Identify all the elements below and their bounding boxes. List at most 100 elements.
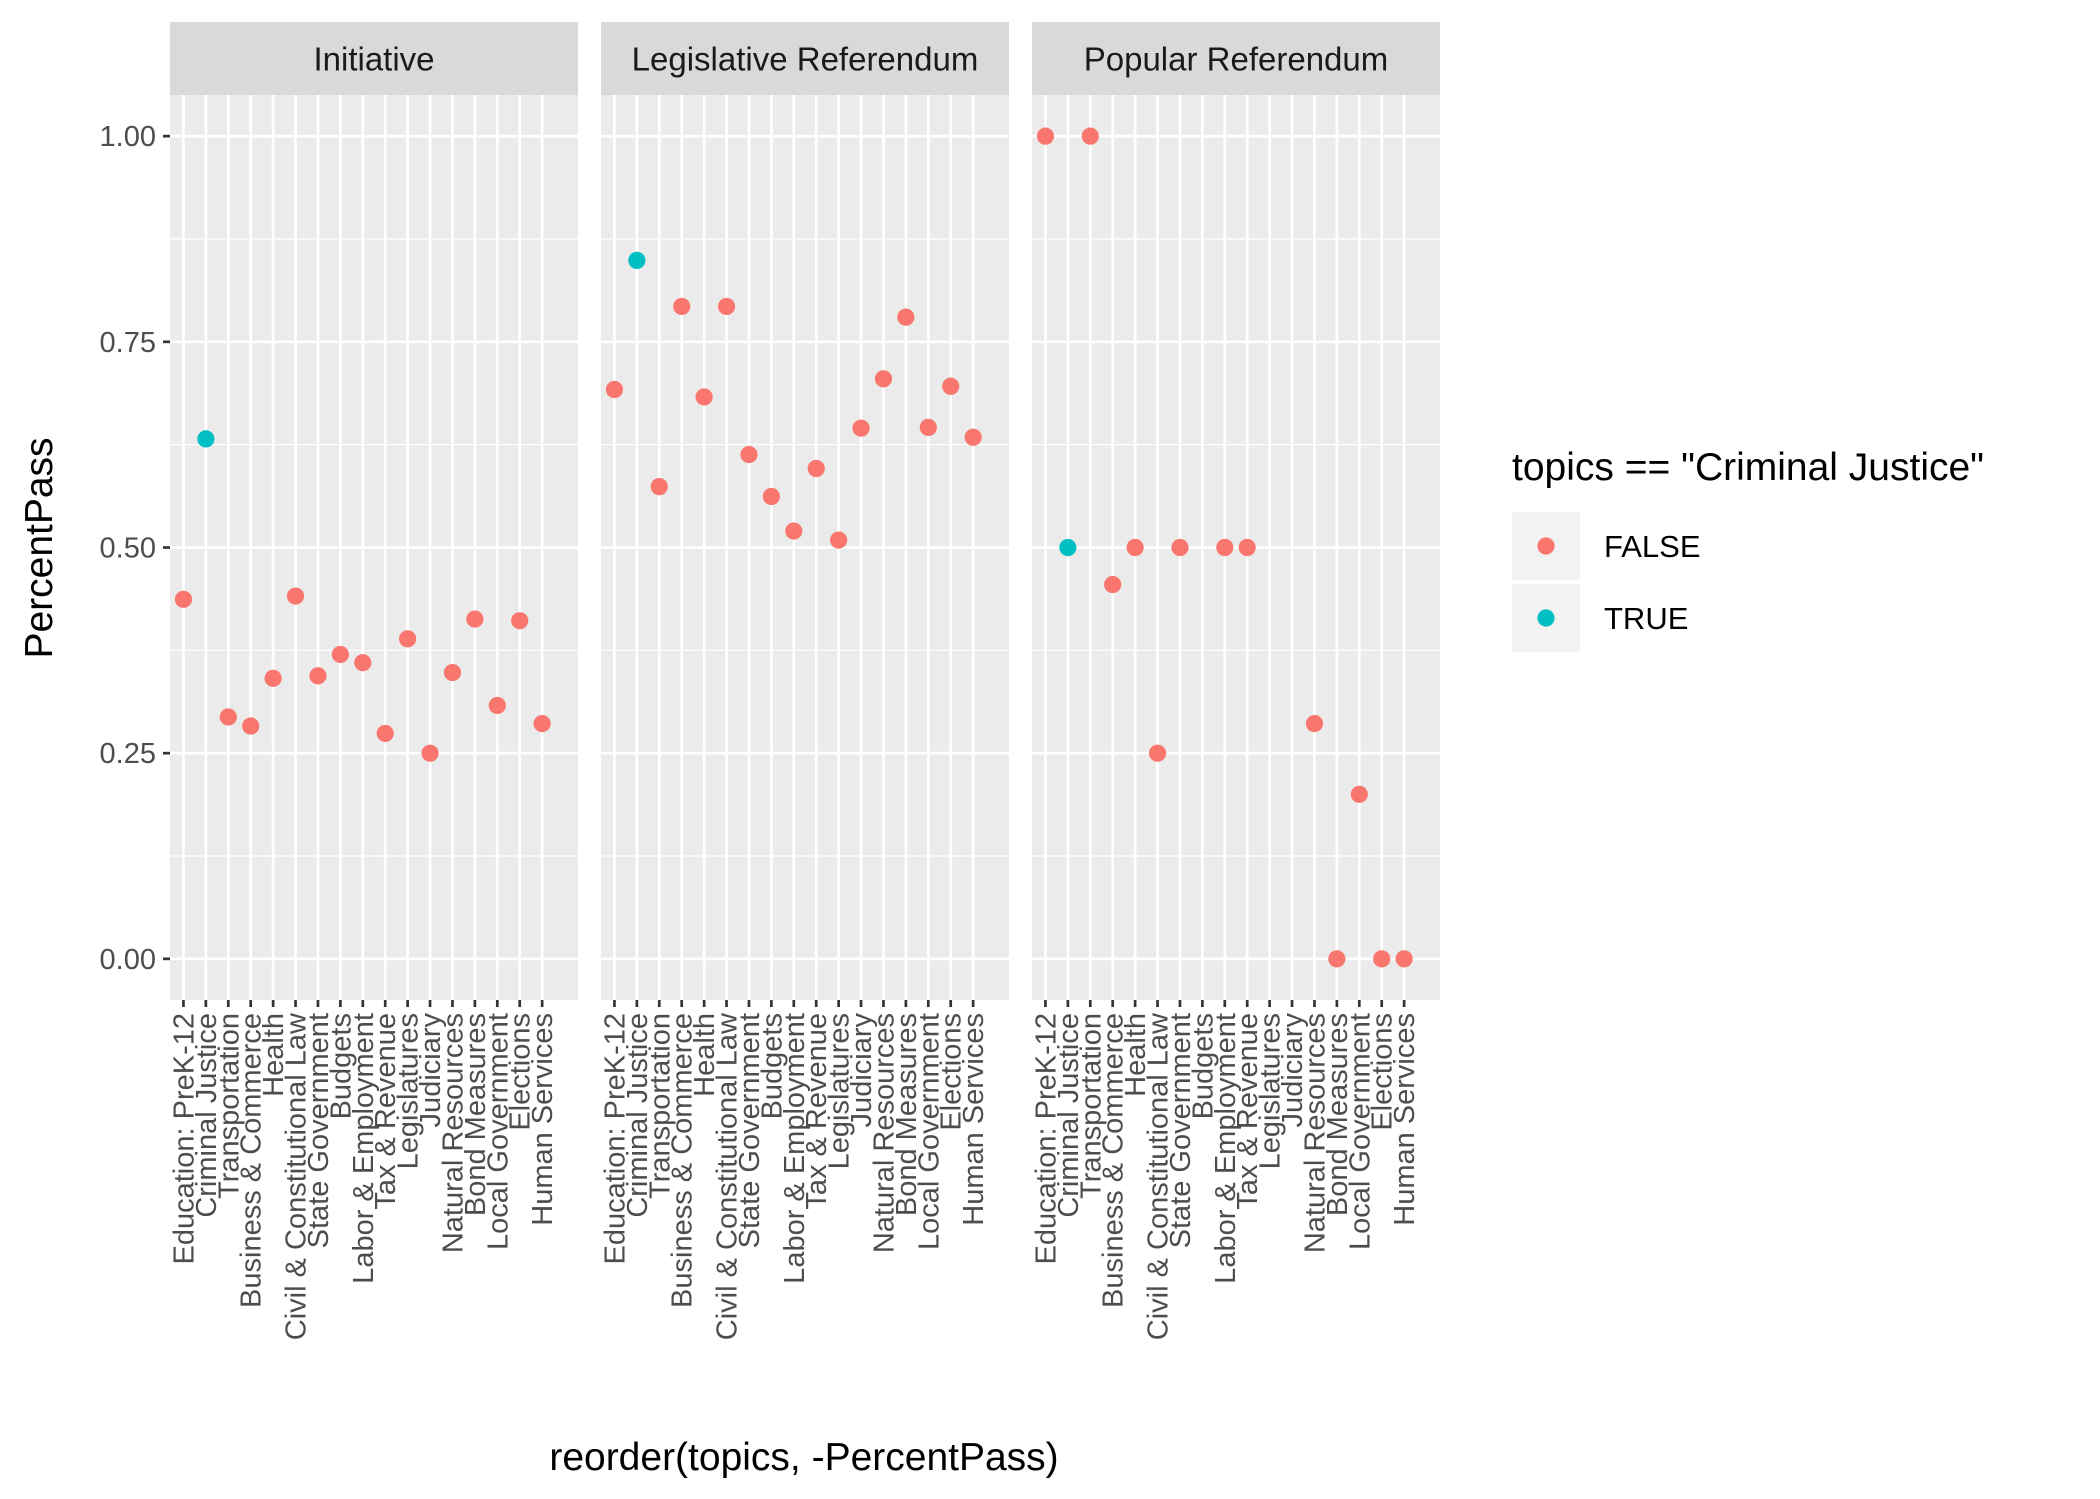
x-tick-label: Business & Commerce — [667, 1013, 699, 1308]
data-point — [1036, 127, 1055, 145]
legend-key — [1537, 537, 1555, 555]
legend-title: topics == "Criminal Justice" — [1512, 446, 1984, 489]
data-point — [1328, 950, 1346, 968]
x-tick-label: Transportation — [213, 1013, 245, 1199]
data-point — [331, 645, 349, 664]
x-tick-label: Civil & Constitutional Law — [1143, 1012, 1175, 1340]
data-point — [673, 297, 691, 316]
x-tick-label: Natural Resources — [1299, 1013, 1331, 1253]
x-tick-label: Transportation — [1075, 1013, 1107, 1199]
y-tick-label: 0.75 — [100, 327, 156, 359]
data-point — [242, 717, 260, 735]
data-point — [1305, 714, 1324, 733]
facet-strip-label: Legislative Referendum — [632, 41, 979, 78]
x-tick-label: Human Services — [1389, 1013, 1421, 1226]
x-tick-label: Tax & Revenue — [801, 1013, 833, 1210]
x-tick-label: Health — [1120, 1013, 1152, 1097]
data-point — [399, 630, 417, 648]
data-point — [717, 297, 736, 316]
x-axis-title: reorder(topics, -PercentPass) — [549, 1436, 1058, 1479]
data-point — [1104, 575, 1122, 594]
data-point — [785, 522, 803, 540]
x-tick-label: Legislatures — [1255, 1013, 1287, 1169]
facet-strip-label: Initiative — [313, 41, 434, 78]
x-tick-label: Bond Measures — [891, 1013, 923, 1216]
facet-strip — [170, 22, 578, 95]
x-tick-label: Education: PreK-12 — [1030, 1013, 1062, 1264]
data-point — [964, 428, 982, 446]
x-tick-label: Tax & Revenue — [1232, 1013, 1264, 1210]
data-point — [1126, 538, 1144, 557]
x-tick-label: Local Government — [482, 1013, 514, 1250]
x-tick-label: Labor & Employment — [779, 1013, 811, 1284]
data-point — [376, 724, 394, 743]
data-point — [1395, 950, 1413, 968]
legend-label: FALSE — [1604, 529, 1701, 564]
x-tick-label: Judiciary — [846, 1013, 878, 1128]
x-tick-label: Elections — [936, 1013, 968, 1131]
x-tick-label: Education: PreK-12 — [599, 1013, 631, 1264]
x-tick-label: Elections — [505, 1013, 537, 1131]
data-point — [942, 377, 960, 395]
x-tick-label: Bond Measures — [460, 1013, 492, 1216]
x-tick-label: Criminal Justice — [191, 1013, 223, 1218]
x-tick-label: Criminal Justice — [1053, 1013, 1085, 1218]
data-point — [1059, 538, 1077, 557]
data-point — [421, 744, 439, 762]
x-tick-label: Business & Commerce — [1098, 1013, 1130, 1308]
data-point — [807, 459, 825, 478]
y-axis: 0.00 0.25 0.50 0.75 1.00 — [100, 121, 170, 976]
x-tick-label: Civil & Constitutional Law — [281, 1012, 313, 1340]
data-point — [511, 612, 529, 630]
facet-panel: Popular Referendum Education: PreK-12Crim… — [1030, 22, 1440, 1340]
x-tick-label: Criminal Justice — [622, 1013, 654, 1218]
x-tick-label: Business & Commerce — [236, 1013, 268, 1308]
x-tick-label: State Government — [734, 1013, 766, 1248]
x-tick-label: Judiciary — [1277, 1013, 1309, 1128]
data-point — [762, 487, 780, 506]
data-point — [1148, 744, 1167, 762]
data-point — [466, 610, 484, 628]
x-tick-label: Legislatures — [393, 1013, 425, 1169]
data-point — [264, 669, 282, 687]
data-point — [874, 370, 893, 388]
x-tick-label: Education: PreK-12 — [168, 1013, 200, 1264]
x-tick-label: Budgets — [325, 1013, 357, 1119]
x-tick-label: Labor & Employment — [348, 1013, 380, 1284]
data-point — [309, 667, 327, 685]
x-tick-label: Labor & Employment — [1210, 1013, 1242, 1284]
x-tick-label: Human Services — [527, 1013, 559, 1226]
x-tick-label: Transportation — [644, 1013, 676, 1199]
data-point — [286, 587, 305, 605]
x-tick-label: Budgets — [1187, 1013, 1219, 1119]
y-tick-label: 0.00 — [100, 944, 156, 976]
x-tick-label: State Government — [1165, 1013, 1197, 1248]
x-tick-label: Legislatures — [824, 1013, 856, 1169]
x-tick-label: Human Services — [958, 1013, 990, 1226]
data-point — [1238, 538, 1256, 557]
legend-key — [1537, 609, 1555, 627]
legend: topics == "Criminal Justice" FALSE TRUE — [1512, 446, 1984, 652]
data-point — [897, 308, 915, 326]
data-point — [354, 654, 372, 672]
x-tick-label: State Government — [303, 1013, 335, 1248]
x-tick-label: Natural Resources — [868, 1013, 900, 1253]
x-tick-label: Budgets — [756, 1013, 788, 1119]
data-point — [1081, 127, 1099, 145]
facet-strip — [1032, 22, 1440, 95]
data-point — [197, 430, 215, 448]
x-tick-label: Elections — [1367, 1013, 1399, 1131]
y-axis-title: PercentPass — [18, 437, 61, 658]
data-point — [443, 663, 462, 682]
x-tick-label: Local Government — [913, 1013, 945, 1250]
data-point — [174, 590, 193, 608]
data-point — [852, 419, 870, 437]
legend-label: TRUE — [1604, 601, 1688, 636]
x-tick-label: Health — [258, 1013, 290, 1097]
y-tick-label: 0.25 — [100, 738, 156, 770]
x-tick-label: Health — [689, 1013, 721, 1097]
data-point — [219, 708, 237, 726]
x-tick-label: Bond Measures — [1322, 1013, 1354, 1216]
